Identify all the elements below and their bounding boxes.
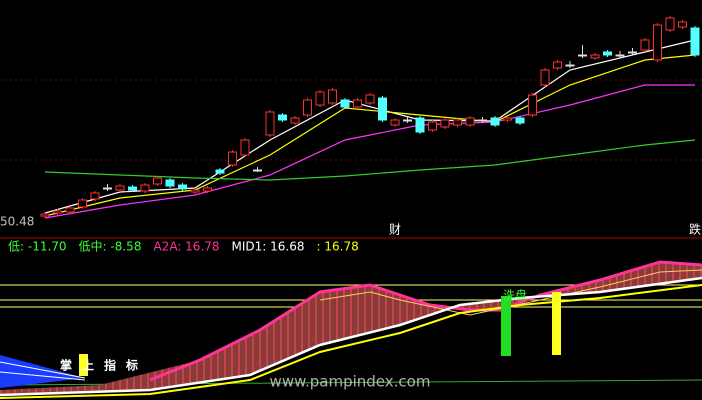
candle-body <box>515 117 525 124</box>
brand-char: 掌 <box>60 358 72 373</box>
candle-body <box>153 177 162 185</box>
candle-body <box>215 169 225 174</box>
candle-body <box>503 117 512 121</box>
green-bar <box>501 296 511 356</box>
candle-body <box>240 139 250 156</box>
wash-label: 洗盘 <box>503 288 527 303</box>
candle-body <box>465 117 475 126</box>
candle-body <box>678 21 687 28</box>
candle-body <box>115 185 125 191</box>
candle-body <box>365 94 375 104</box>
yellow-line <box>0 284 702 399</box>
candle-body <box>390 119 400 126</box>
brand-char: 标 <box>125 358 138 373</box>
candle-body <box>40 213 50 217</box>
candle-body <box>440 119 450 128</box>
candle-body <box>103 187 112 190</box>
price-panel: 50.48 财 跌 <box>0 16 702 239</box>
candle-body <box>315 91 325 106</box>
candle-body <box>178 184 187 190</box>
candle-body <box>190 189 200 193</box>
blue-wedge <box>0 355 85 388</box>
candle-body <box>128 186 137 191</box>
indicator-value: MID1: 16.68 <box>232 240 305 254</box>
indicator-value: 低中: -8.58 <box>79 239 142 254</box>
candle-body <box>403 119 412 122</box>
candle-body <box>65 207 75 213</box>
band-top <box>149 260 702 382</box>
candle-body <box>478 119 487 122</box>
indicator-value: : 16.78 <box>317 240 359 254</box>
yellow-bar <box>552 292 561 355</box>
candle-body <box>640 39 650 51</box>
candle-body <box>415 117 425 133</box>
candle-body <box>428 121 437 131</box>
marker-label: 财 <box>389 223 401 237</box>
candle-body <box>265 111 275 136</box>
candle-body <box>353 99 362 108</box>
indicator-panel: 洗盘 www.pampindex.com <box>0 260 702 399</box>
candle-body <box>165 179 175 187</box>
low-label: 50.48 <box>0 215 34 229</box>
candle-body <box>603 51 612 56</box>
candle-body <box>90 192 100 200</box>
candle-body <box>615 54 625 57</box>
yellow-bar <box>79 354 88 376</box>
candle-body <box>665 17 675 31</box>
candle-body <box>140 184 150 192</box>
candle-body <box>378 97 387 121</box>
moving-average <box>44 84 695 219</box>
band <box>0 262 702 395</box>
indicator-value: 低: -11.70 <box>8 240 67 254</box>
candle-body <box>203 187 212 192</box>
candle-body <box>653 24 662 61</box>
candle-body <box>453 119 462 126</box>
brand-char: 上 <box>82 358 94 373</box>
candle-body <box>253 169 262 172</box>
candle-body <box>303 99 312 116</box>
candle-body <box>690 27 700 56</box>
candle-body <box>540 69 550 86</box>
marker-label: 跌 <box>689 222 701 237</box>
candle-body <box>328 89 337 104</box>
candle-body <box>628 51 637 54</box>
candle-body <box>340 99 350 108</box>
candle-body <box>78 199 87 208</box>
white-line <box>0 276 702 397</box>
indicator-value: A2A: 16.78 <box>153 240 219 254</box>
candle-body <box>528 94 537 116</box>
watermark: www.pampindex.com <box>270 373 431 391</box>
candle-body <box>290 117 300 124</box>
candle-body <box>228 151 237 166</box>
wedge-lines <box>0 361 86 381</box>
candle-body <box>553 61 562 69</box>
candle-body <box>53 210 62 214</box>
candle-body <box>490 117 500 126</box>
candle-body <box>578 54 587 57</box>
candle-body <box>590 54 600 59</box>
candle-body <box>278 114 287 121</box>
brand-char: 指 <box>104 358 116 373</box>
candle-body <box>565 64 575 67</box>
